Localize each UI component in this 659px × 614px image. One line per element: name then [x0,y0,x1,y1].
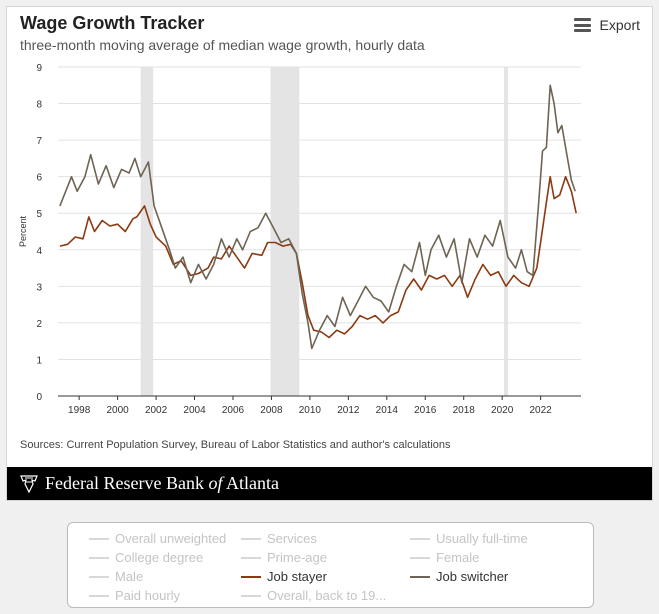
legend-swatch [241,575,261,578]
x-tick-label: 2008 [260,405,283,416]
export-button[interactable]: Export [573,17,640,33]
legend-item-paid-hourly[interactable]: Paid hourly [89,588,180,603]
legend-label: Female [436,550,480,565]
legend-swatch [410,575,430,578]
x-tick-label: 2004 [183,405,206,416]
legend-swatch [89,556,109,559]
legend-swatch [410,537,430,540]
series-line-job-stayer [59,175,577,339]
legend-label: Services [267,531,317,546]
legend-swatch [89,575,109,578]
legend-swatch [89,594,109,597]
legend-item-male[interactable]: Male [89,569,143,584]
eagle-seal-icon [20,474,38,493]
y-tick-label: 3 [36,282,42,293]
legend-label: Job switcher [436,569,509,584]
x-tick-label: 2012 [337,405,360,416]
legend-item-job-switcher[interactable]: Job switcher [410,569,508,584]
legend-item-job-stayer[interactable]: Job stayer [241,569,327,584]
chart-panel: Wage Growth Tracker three-month moving a… [6,6,653,501]
legend-swatch [241,594,261,597]
y-tick-label: 0 [36,392,42,403]
footer-brand: Federal Reserve Bank of Atlanta [45,473,279,494]
x-tick-label: 2018 [453,405,476,416]
legend-item-services[interactable]: Services [241,531,317,546]
y-tick-label: 1 [36,355,42,366]
y-tick-label: 2 [36,319,42,330]
y-axis-label: Percent [18,215,28,247]
x-tick-label: 2010 [299,405,322,416]
legend-item-female[interactable]: Female [410,550,479,565]
chart-subtitle: three-month moving average of median wag… [20,37,425,53]
legend-item-overall-unweighted[interactable]: Overall unweighted [89,531,226,546]
legend-swatch [410,556,430,559]
series-line-job-switcher [59,84,576,350]
x-tick-label: 1998 [68,405,91,416]
y-tick-label: 6 [36,173,42,184]
legend-item-overall-back-to-19[interactable]: Overall, back to 19... [241,588,386,603]
x-tick-label: 2016 [414,405,437,416]
chart-title: Wage Growth Tracker [20,13,205,33]
x-tick-label: 2002 [145,405,168,416]
legend-label: College degree [115,550,204,565]
brand-text-pre: Federal Reserve Bank [45,473,204,493]
recession-band-0 [140,67,154,396]
y-tick-label: 7 [36,136,42,147]
x-tick-label: 2006 [222,405,245,416]
line-chart: 0 1 2 3 4 5 6 7 8 9 1998 2000 2002 2004 2006 2008 2010 20… [18,63,581,416]
legend-label: Male [115,569,144,584]
export-label: Export [599,17,640,33]
footer-bar: Federal Reserve Bank of Atlanta [7,467,652,500]
y-tick-label: 9 [36,63,42,74]
legend-label: Usually full-time [436,531,528,546]
x-tick-label: 2020 [491,405,514,416]
menu-icon [573,18,591,32]
legend-label: Prime-age [267,550,327,565]
legend-item-prime-age[interactable]: Prime-age [241,550,327,565]
sources-note: Sources: Current Population Survey, Bure… [20,439,451,451]
x-tick-label: 2022 [529,405,552,416]
x-tick-label: 2014 [376,405,399,416]
legend-swatch [241,537,261,540]
legend-swatch [241,556,261,559]
legend-swatch [89,537,109,540]
recession-band-2 [504,67,508,396]
legend-label: Overall, back to 19... [267,588,387,603]
legend-item-usually-full-time[interactable]: Usually full-time [410,531,528,546]
x-tick-label: 2000 [106,405,129,416]
legend-label: Job stayer [267,569,327,584]
brand-text-of: of [208,473,223,493]
legend-label: Paid hourly [115,588,181,603]
brand-text-post: Atlanta [225,473,279,493]
legend-item-college-degree[interactable]: College degree [89,550,203,565]
y-tick-label: 4 [36,246,42,257]
y-tick-label: 8 [36,100,42,111]
legend-label: Overall unweighted [115,531,227,546]
series-legend: Overall unweighted Services Usually full-t… [67,522,594,608]
y-tick-label: 5 [36,209,42,220]
